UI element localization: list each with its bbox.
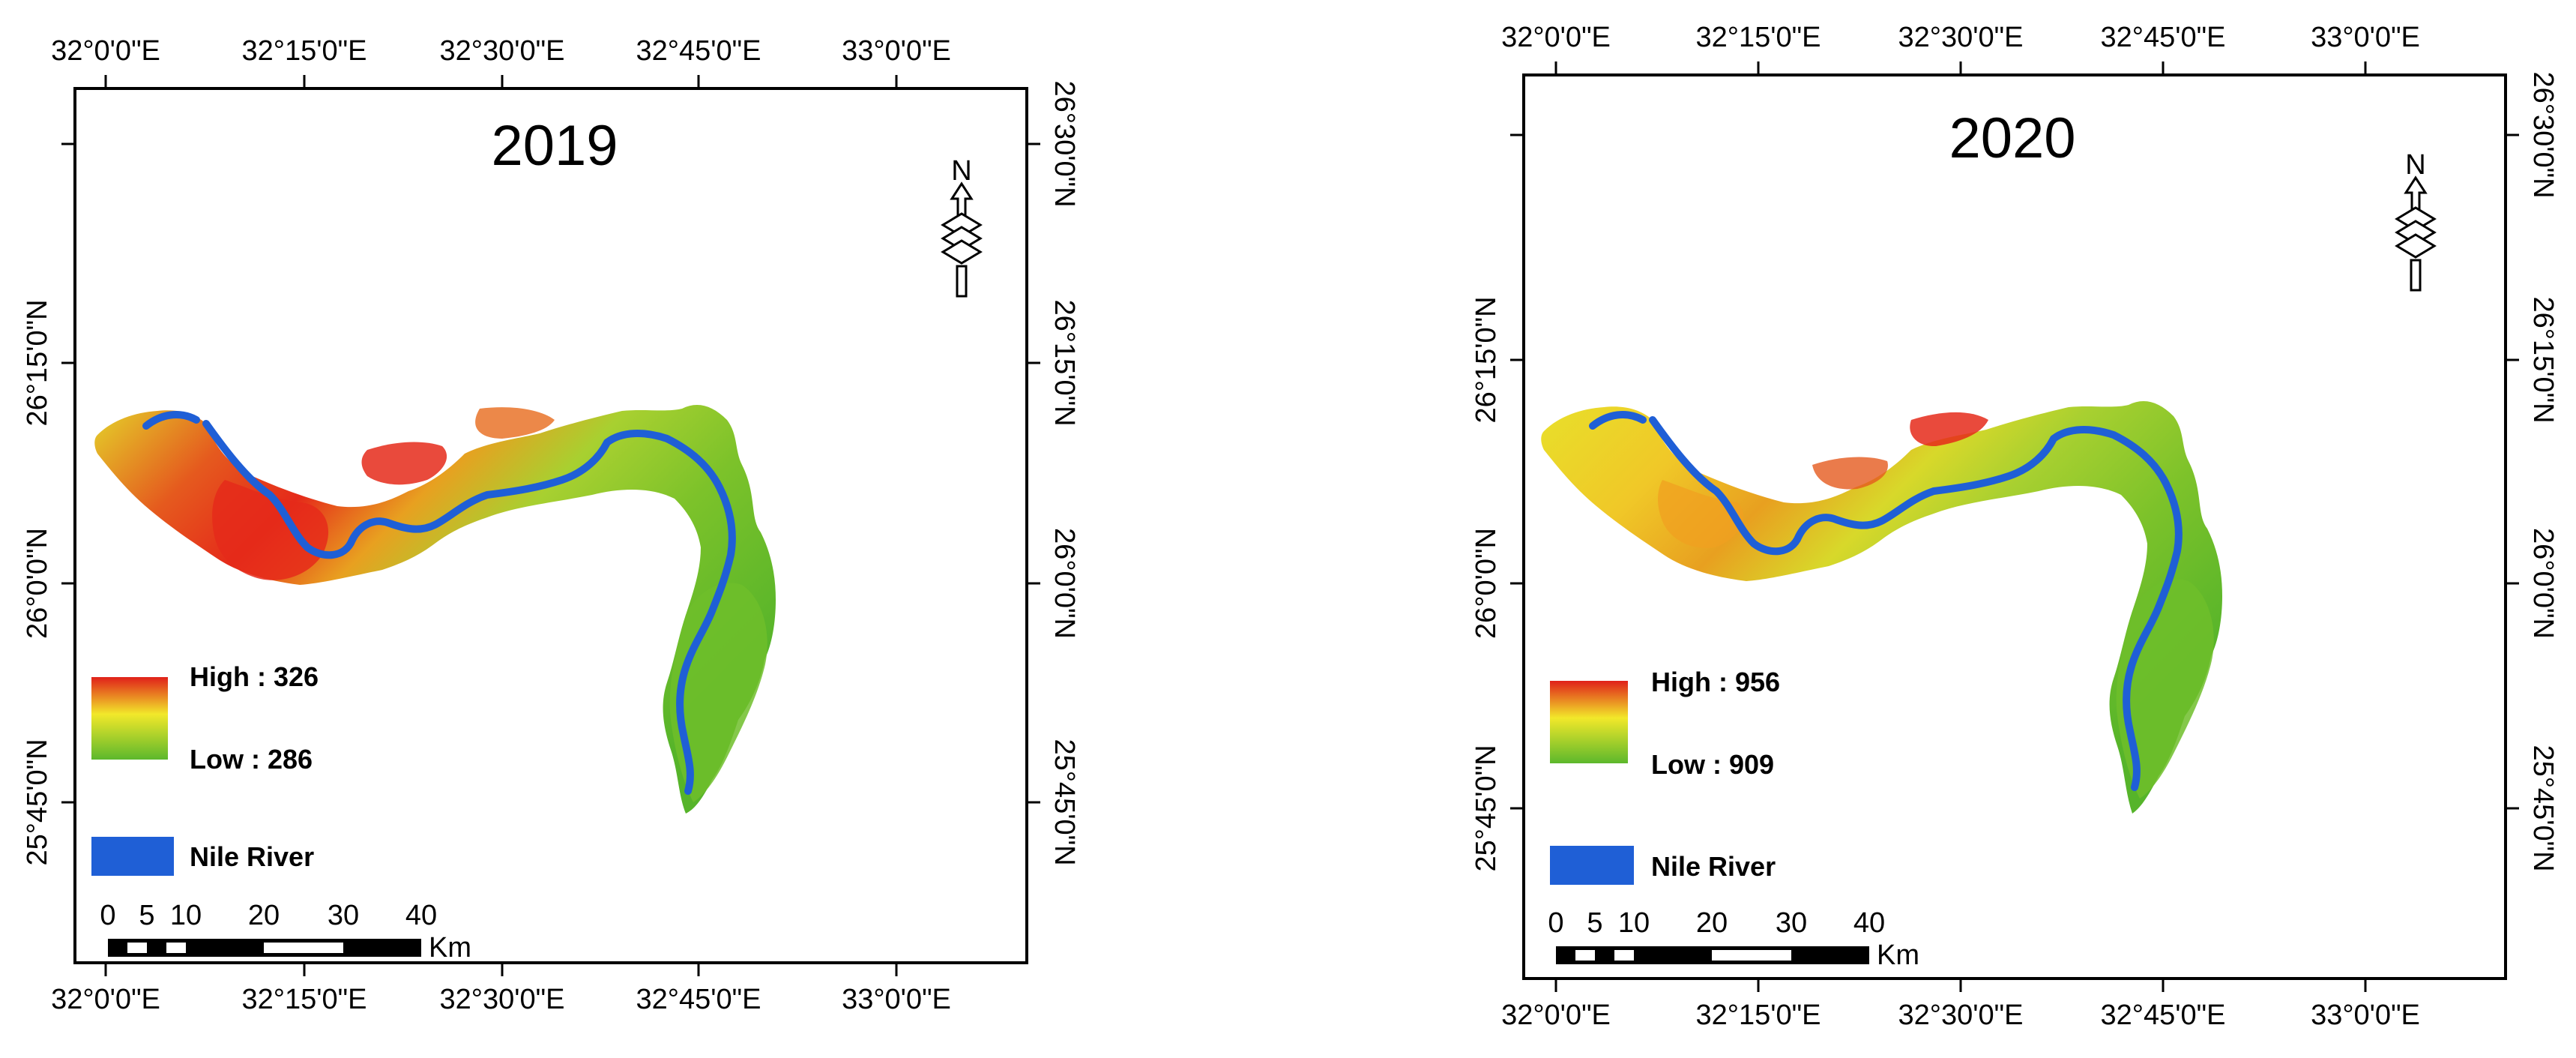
scale-tick: 0 — [100, 900, 115, 931]
left-axis-labels: 26°15'0"N 26°0'0"N 25°45'0"N — [22, 299, 53, 865]
tick-label: 32°15'0"E — [1696, 1000, 1821, 1031]
scale-unit: Km — [1877, 940, 1919, 971]
map-svg-2020: 32°0'0"E 32°15'0"E 32°30'0"E 32°45'0"E 3… — [1471, 22, 2559, 1031]
top-axis-labels: 32°0'0"E 32°15'0"E 32°30'0"E 32°45'0"E 3… — [51, 35, 951, 67]
tick-label: 26°0'0"N — [22, 528, 53, 639]
tick-label: 32°30'0"E — [1898, 22, 2024, 53]
north-label: N — [951, 155, 971, 187]
north-label: N — [2405, 149, 2425, 181]
legend-river-swatch — [91, 837, 174, 876]
map-panel-2019: 32°0'0"E 32°15'0"E 32°30'0"E 32°45'0"E 3… — [22, 35, 1080, 1015]
tick-label: 32°0'0"E — [1501, 22, 1611, 53]
tick-label: 32°15'0"E — [242, 35, 367, 67]
tick-label: 32°0'0"E — [51, 35, 160, 67]
legend-river-swatch — [1550, 846, 1634, 885]
bottom-axis-labels: 32°0'0"E 32°15'0"E 32°30'0"E 32°45'0"E 3… — [51, 984, 951, 1015]
axis-ticks — [1510, 61, 2519, 992]
study-region — [94, 405, 776, 814]
scale-bar: 0 5 10 20 30 40 Km — [1548, 907, 1919, 971]
left-axis-labels: 26°15'0"N 26°0'0"N 25°45'0"N — [1471, 296, 1502, 871]
scale-tick: 10 — [1618, 907, 1650, 939]
legend-low-label: Low : 909 — [1651, 749, 1774, 780]
tick-label: 32°0'0"E — [51, 984, 160, 1015]
scale-tick: 5 — [1587, 907, 1602, 939]
map-frame — [1522, 73, 2507, 980]
tick-label: 32°45'0"E — [2101, 1000, 2226, 1031]
legend-ramp — [91, 677, 168, 760]
bottom-axis-labels: 32°0'0"E 32°15'0"E 32°30'0"E 32°45'0"E 3… — [1501, 1000, 2420, 1031]
tick-label: 33°0'0"E — [2311, 22, 2420, 53]
scale-tick: 40 — [1853, 907, 1885, 939]
tick-label: 25°45'0"N — [22, 739, 53, 865]
year-title: 2019 — [491, 114, 618, 178]
scale-tick: 10 — [170, 900, 202, 931]
right-axis-labels: 26°30'0"N 26°15'0"N 26°0'0"N 25°45'0"N — [2527, 71, 2559, 871]
tick-label: 32°15'0"E — [242, 984, 367, 1015]
tick-label: 33°0'0"E — [842, 984, 951, 1015]
tick-label: 25°45'0"N — [1471, 745, 1502, 871]
tick-label: 26°15'0"N — [2527, 296, 2559, 423]
tick-label: 32°45'0"E — [636, 984, 761, 1015]
scale-tick: 30 — [328, 900, 359, 931]
tick-label: 26°15'0"N — [1049, 299, 1080, 426]
tick-label: 33°0'0"E — [842, 35, 951, 67]
scale-tick: 0 — [1548, 907, 1563, 939]
scale-tick: 40 — [405, 900, 437, 931]
top-axis-labels: 32°0'0"E 32°15'0"E 32°30'0"E 32°45'0"E 3… — [1501, 22, 2420, 53]
legend-high-label: High : 956 — [1651, 667, 1780, 697]
scale-tick: 20 — [248, 900, 280, 931]
map-panel-2020: 32°0'0"E 32°15'0"E 32°30'0"E 32°45'0"E 3… — [1288, 0, 2576, 1058]
map-frame — [73, 87, 1028, 964]
tick-label: 26°30'0"N — [2527, 71, 2559, 198]
scale-unit: Km — [429, 932, 471, 964]
legend-river-label: Nile River — [1651, 851, 1776, 882]
tick-label: 32°15'0"E — [1696, 22, 1821, 53]
tick-label: 26°0'0"N — [1049, 528, 1080, 639]
tick-label: 25°45'0"N — [1049, 739, 1080, 865]
tick-label: 25°45'0"N — [2527, 745, 2559, 871]
tick-label: 32°30'0"E — [440, 35, 565, 67]
legend-ramp — [1550, 681, 1628, 763]
study-region — [1541, 401, 2222, 814]
legend: High : 956 Low : 909 Nile River — [1550, 667, 1780, 885]
tick-label: 26°0'0"N — [2527, 528, 2559, 639]
right-axis-labels: 26°30'0"N 26°15'0"N 26°0'0"N 25°45'0"N — [1049, 80, 1080, 865]
legend: High : 326 Low : 286 Nile River — [91, 661, 319, 876]
tick-label: 32°30'0"E — [440, 984, 565, 1015]
tick-label: 26°0'0"N — [1471, 528, 1502, 639]
scale-tick: 30 — [1776, 907, 1807, 939]
legend-high-label: High : 326 — [190, 661, 319, 692]
scale-tick: 5 — [139, 900, 154, 931]
tick-label: 32°30'0"E — [1898, 1000, 2024, 1031]
tick-label: 32°45'0"E — [636, 35, 761, 67]
scale-bar: 0 5 10 20 30 40 Km — [100, 900, 471, 964]
north-arrow-icon: N — [941, 155, 983, 298]
legend-low-label: Low : 286 — [190, 744, 313, 775]
legend-river-label: Nile River — [190, 841, 314, 872]
axis-ticks — [61, 75, 1040, 976]
north-arrow-icon: N — [2395, 149, 2437, 292]
scale-tick: 20 — [1696, 907, 1728, 939]
year-title: 2020 — [1949, 106, 2075, 170]
tick-label: 32°45'0"E — [2101, 22, 2226, 53]
tick-label: 26°15'0"N — [1471, 296, 1502, 423]
tick-label: 33°0'0"E — [2311, 1000, 2420, 1031]
map-svg-2019: 32°0'0"E 32°15'0"E 32°30'0"E 32°45'0"E 3… — [22, 35, 1080, 1015]
tick-label: 26°15'0"N — [22, 299, 53, 426]
tick-label: 32°0'0"E — [1501, 1000, 1611, 1031]
tick-label: 26°30'0"N — [1049, 80, 1080, 207]
